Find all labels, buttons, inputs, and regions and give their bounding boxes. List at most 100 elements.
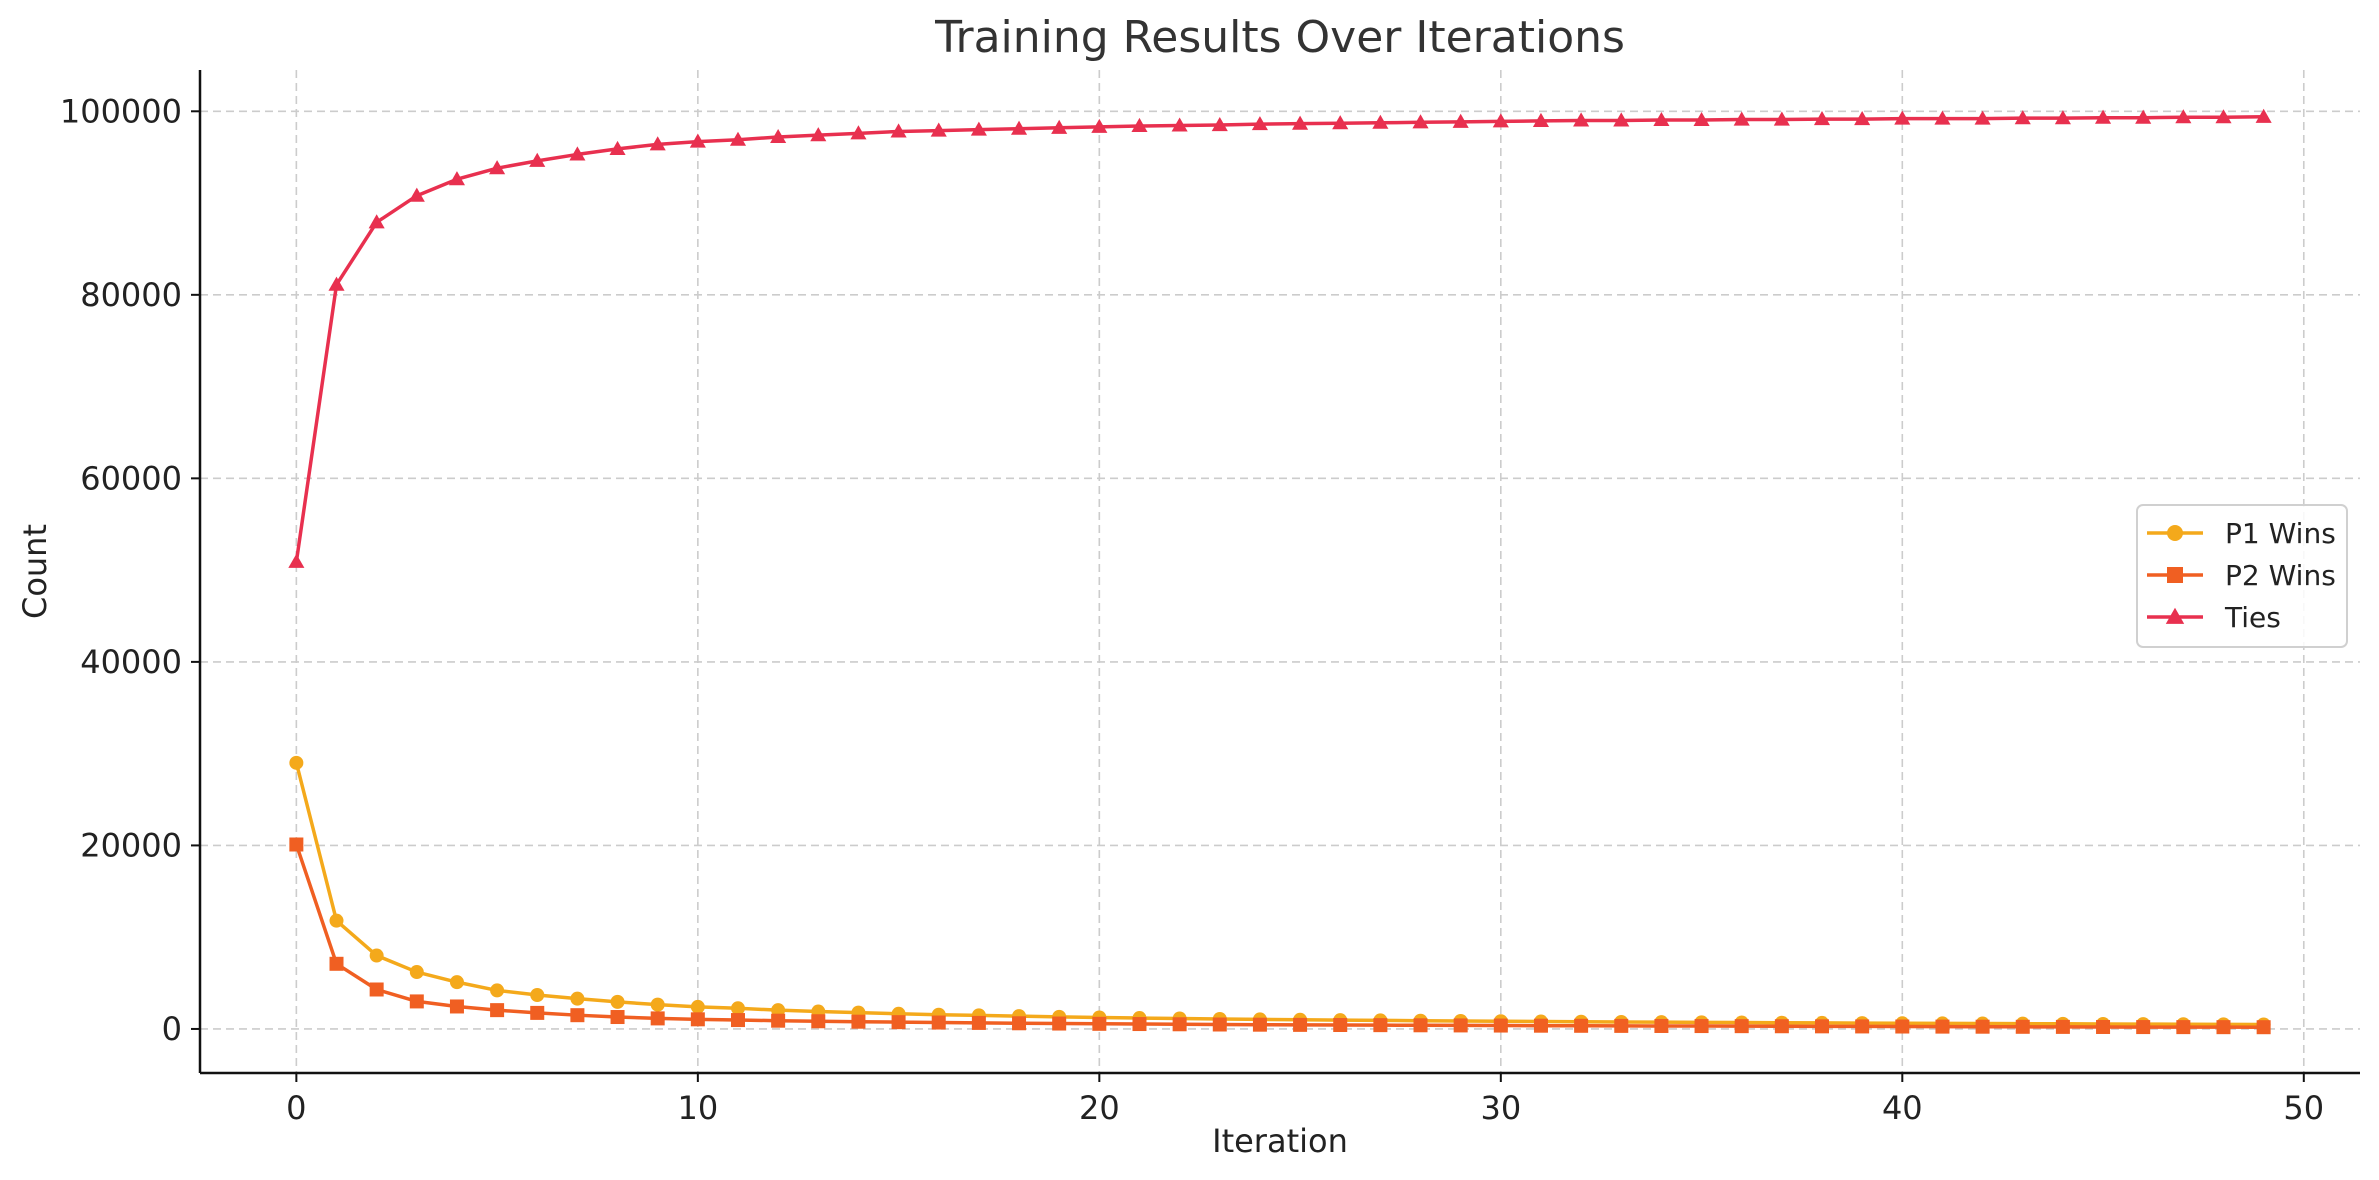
data-point-p2-wins xyxy=(2055,1019,2070,1034)
data-point-ties xyxy=(970,121,987,136)
data-point-p2-wins xyxy=(1453,1018,1468,1033)
data-point-ties xyxy=(1573,112,1590,127)
data-point-p2-wins xyxy=(1052,1016,1067,1031)
data-point-ties xyxy=(1412,114,1429,129)
data-point-p2-wins xyxy=(1734,1019,1749,1034)
x-tick-label: 20 xyxy=(1079,1089,1120,1127)
data-point-ties xyxy=(1733,111,1750,126)
data-point-ties xyxy=(689,133,706,148)
series-line-ties xyxy=(294,115,2264,563)
data-point-p2-wins xyxy=(2176,1020,2191,1035)
data-point-ties xyxy=(1773,111,1790,126)
data-point-ties xyxy=(2014,110,2031,125)
data-point-ties xyxy=(529,152,546,167)
data-point-p2-wins xyxy=(650,1011,665,1026)
x-axis-label: Iteration xyxy=(1212,1122,1348,1160)
data-point-ties xyxy=(2175,109,2192,124)
legend-marker-ties xyxy=(2165,607,2185,624)
data-point-ties xyxy=(489,160,506,175)
data-point-ties xyxy=(1372,114,1389,129)
data-point-ties xyxy=(1051,119,1068,134)
data-point-ties xyxy=(729,131,747,146)
data-point-ties xyxy=(2054,110,2071,125)
axes-layer: 0 10 20 30 40 50 0 20000 40000 60000 80000 100000 xyxy=(60,70,2360,1127)
data-point-ties xyxy=(1452,113,1469,128)
data-point-p2-wins xyxy=(2216,1020,2231,1035)
data-point-ties xyxy=(930,122,947,137)
data-point-ties xyxy=(1894,110,1911,125)
data-point-p2-wins xyxy=(1654,1018,1669,1033)
data-point-p2-wins xyxy=(891,1015,906,1030)
data-point-p2-wins xyxy=(570,1008,585,1023)
data-point-ties xyxy=(368,214,385,229)
data-point-p2-wins xyxy=(1855,1019,1870,1034)
data-point-p2-wins xyxy=(1413,1018,1428,1033)
legend-marker-p1-wins xyxy=(2167,525,2183,541)
data-point-p2-wins xyxy=(1252,1017,1267,1032)
chart-title: Training Results Over Iterations xyxy=(934,12,1625,63)
series-layer xyxy=(288,108,2272,1035)
data-point-ties xyxy=(1653,111,1670,127)
data-point-ties xyxy=(1131,117,1148,133)
data-point-ties xyxy=(2094,109,2112,124)
data-point-p1-wins xyxy=(650,997,665,1012)
y-tick-label: 100000 xyxy=(60,92,182,130)
data-point-p2-wins xyxy=(2096,1019,2111,1034)
legend-label-ties: Ties xyxy=(2224,601,2281,634)
legend-item-ties: Ties xyxy=(2147,601,2281,634)
y-tick-label: 60000 xyxy=(80,459,182,497)
y-tick-label: 20000 xyxy=(80,826,182,864)
x-tick-label: 40 xyxy=(1882,1089,1923,1127)
data-point-p2-wins xyxy=(449,999,464,1014)
y-tick-label: 80000 xyxy=(80,276,182,314)
legend-item-p2-wins: P2 Wins xyxy=(2147,559,2336,592)
data-point-p2-wins xyxy=(1574,1018,1589,1033)
data-point-ties xyxy=(288,553,305,568)
series-line-p1-wins xyxy=(294,762,2264,1027)
data-point-ties xyxy=(649,136,666,151)
data-point-ties xyxy=(890,123,907,138)
data-point-ties xyxy=(1974,110,1991,125)
legend-box xyxy=(2136,504,2348,648)
data-point-p2-wins xyxy=(811,1014,826,1029)
data-point-p2-wins xyxy=(1012,1016,1027,1031)
data-point-p2-wins xyxy=(2256,1020,2271,1035)
data-point-ties xyxy=(1492,113,1509,128)
data-point-p2-wins xyxy=(1373,1018,1388,1033)
data-point-p2-wins xyxy=(1493,1018,1508,1033)
data-point-p2-wins xyxy=(490,1003,505,1018)
data-point-p1-wins xyxy=(490,983,505,998)
data-point-p2-wins xyxy=(771,1013,786,1028)
data-point-p2-wins xyxy=(730,1013,745,1028)
data-point-p2-wins xyxy=(971,1015,986,1030)
data-point-ties xyxy=(328,276,345,291)
grid-layer xyxy=(200,70,2360,1073)
data-point-p2-wins xyxy=(610,1010,625,1025)
data-point-ties xyxy=(1532,112,1550,127)
data-point-p2-wins xyxy=(369,982,384,997)
data-point-ties xyxy=(1332,115,1349,130)
data-point-p1-wins xyxy=(610,994,625,1009)
series-p2-wins xyxy=(289,837,2271,1035)
data-point-ties xyxy=(1211,117,1228,132)
data-point-p2-wins xyxy=(2136,1020,2151,1035)
data-point-p2-wins xyxy=(690,1012,705,1027)
y-tick-label: 40000 xyxy=(80,643,182,681)
data-point-p1-wins xyxy=(369,948,384,963)
data-point-p1-wins xyxy=(690,999,705,1014)
legend-item-p1-wins: P1 Wins xyxy=(2147,517,2336,550)
data-point-p2-wins xyxy=(289,837,304,852)
data-point-p2-wins xyxy=(530,1005,545,1020)
data-point-p2-wins xyxy=(1172,1017,1187,1032)
data-point-ties xyxy=(810,127,827,142)
data-point-p2-wins xyxy=(1333,1018,1348,1033)
y-tick-label: 0 xyxy=(162,1010,182,1048)
data-point-p2-wins xyxy=(1895,1019,1910,1034)
legend-label-p1-wins: P1 Wins xyxy=(2225,517,2336,550)
data-point-p1-wins xyxy=(449,975,464,990)
data-point-p2-wins xyxy=(1293,1017,1308,1032)
data-point-p2-wins xyxy=(931,1015,946,1030)
data-point-p2-wins xyxy=(851,1014,866,1029)
data-point-p2-wins xyxy=(329,956,344,971)
